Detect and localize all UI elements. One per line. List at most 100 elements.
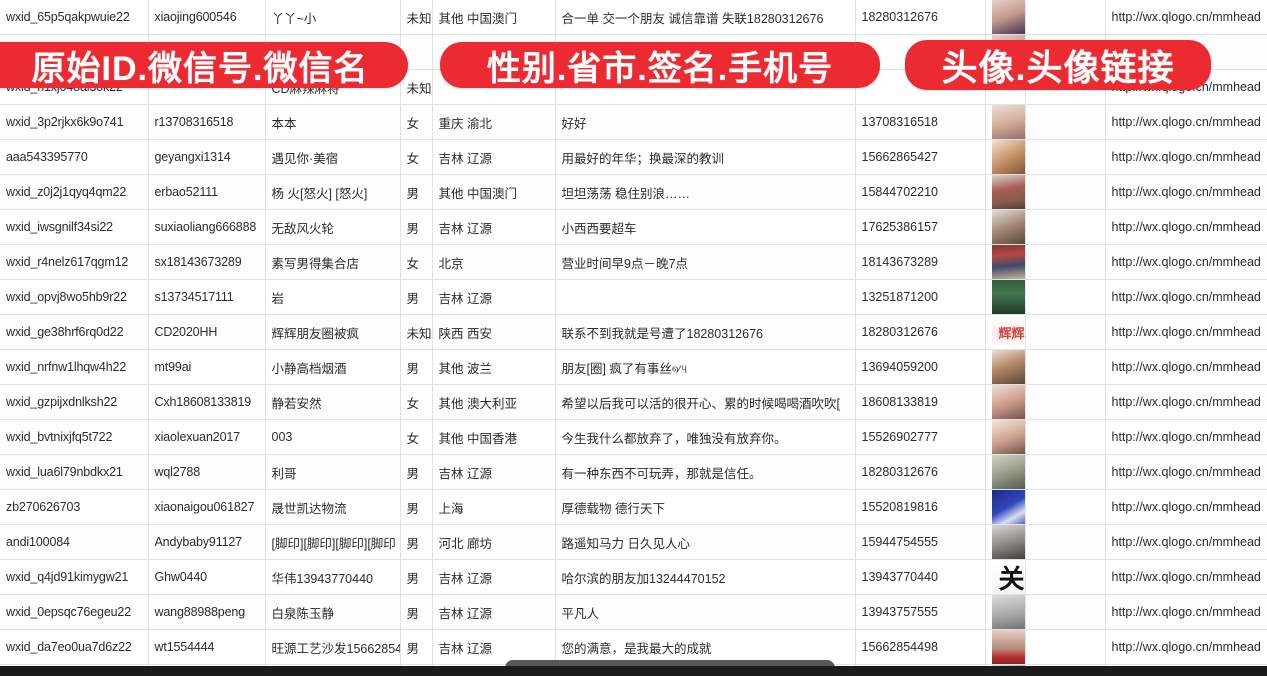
cell-phone[interactable]: 18280312676 xyxy=(855,0,986,35)
cell-wechat-id[interactable]: wt1554444 xyxy=(148,629,266,665)
cell-phone[interactable]: 15944754555 xyxy=(855,524,986,560)
cell-original-id[interactable]: zb270626703 xyxy=(0,489,149,525)
table-row[interactable]: wxid_lua6l79nbdkx21 wql2788 利哥男吉林 辽源 有一种东西不… xyxy=(0,454,1267,490)
cell-wechat-id[interactable]: wql2788 xyxy=(148,454,266,490)
cell-avatar[interactable] xyxy=(985,594,1026,630)
cell-original-id[interactable]: wxid_bvtnixjfq5t722 xyxy=(0,419,149,455)
cell-signature[interactable]: 联系不到我就是号遭了18280312676 xyxy=(555,314,856,350)
cell-phone[interactable]: 18608133819 xyxy=(855,384,986,420)
cell-phone[interactable]: 18143673289 xyxy=(855,244,986,280)
cell-original-id[interactable]: aaa543395770 xyxy=(0,139,149,175)
cell-wechat-id[interactable]: mt99ai xyxy=(148,349,266,385)
cell-original-id[interactable]: wxid_z0j2j1qyq4qm22 xyxy=(0,174,149,210)
cell-avatar[interactable] xyxy=(985,489,1026,525)
cell-avatar[interactable]: 关 xyxy=(985,559,1026,595)
cell-avatar-url[interactable]: http://wx.qlogo.cn/mmhead xyxy=(1105,174,1267,210)
cell-phone[interactable]: 15662865427 xyxy=(855,139,986,175)
cell-region[interactable]: 吉林 辽源 xyxy=(432,279,556,315)
cell-avatar[interactable] xyxy=(985,139,1026,175)
cell-gender[interactable]: 男 xyxy=(400,209,433,245)
cell-avatar-url[interactable]: http://wx.qlogo.cn/mmhead xyxy=(1105,139,1267,175)
cell-region[interactable]: 吉林 辽源 xyxy=(432,139,556,175)
cell-phone[interactable]: 18280312676 xyxy=(855,454,986,490)
cell-gender[interactable]: 女 xyxy=(400,244,433,280)
table-row[interactable]: andi100084 Andybaby91127 [脚印][脚印][脚印][脚印男河… xyxy=(0,524,1267,560)
table-row[interactable]: wxid_0epsqc76egeu22 wang88988peng 白泉陈玉静男吉林… xyxy=(0,594,1267,630)
table-row[interactable]: wxid_q4jd91kimygw21 Ghw0440 华伟13943770440 男… xyxy=(0,559,1267,595)
cell-region[interactable]: 河北 廊坊 xyxy=(432,524,556,560)
cell-signature[interactable] xyxy=(555,279,856,315)
cell-wechat-name[interactable]: 晟世凯达物流 xyxy=(265,489,401,525)
table-row[interactable]: wxid_iwsgnilf34si22 suxiaoliang666888 无敌风火… xyxy=(0,209,1267,245)
cell-avatar[interactable]: 辉辉 xyxy=(985,314,1026,350)
cell-signature[interactable]: 好好 xyxy=(555,104,856,140)
cell-gender[interactable]: 未知 xyxy=(400,0,433,35)
table-row[interactable]: zb270626703 xiaonaigou061827 晟世凯达物流男上海 厚德载物… xyxy=(0,489,1267,525)
cell-signature[interactable]: 平凡人 xyxy=(555,594,856,630)
cell-avatar[interactable] xyxy=(985,244,1026,280)
cell-avatar-url[interactable]: http://wx.qlogo.cn/mmhead xyxy=(1105,314,1267,350)
table-row[interactable]: wxid_ge38hrf6rq0d22 CD2020HH 辉辉朋友圈被疯 未知 陕西 西… xyxy=(0,314,1267,350)
cell-phone[interactable]: 15520819816 xyxy=(855,489,986,525)
cell-avatar-url[interactable]: http://wx.qlogo.cn/mmhead xyxy=(1105,209,1267,245)
cell-wechat-id[interactable]: suxiaoliang666888 xyxy=(148,209,266,245)
cell-wechat-name[interactable]: 旺源工艺沙发15662854 xyxy=(265,629,401,665)
cell-avatar[interactable] xyxy=(985,0,1026,35)
cell-wechat-id[interactable]: CD2020HH xyxy=(148,314,266,350)
cell-avatar[interactable] xyxy=(985,209,1026,245)
cell-avatar-url[interactable]: http://wx.qlogo.cn/mmhead xyxy=(1105,279,1267,315)
cell-wechat-id[interactable]: Andybaby91127 xyxy=(148,524,266,560)
cell-region[interactable]: 吉林 辽源 xyxy=(432,629,556,665)
cell-wechat-id[interactable]: xiaonaigou061827 xyxy=(148,489,266,525)
cell-region[interactable]: 吉林 辽源 xyxy=(432,454,556,490)
cell-gender[interactable]: 男 xyxy=(400,489,433,525)
cell-wechat-name[interactable]: 本本 xyxy=(265,104,401,140)
cell-phone[interactable]: 13943770440 xyxy=(855,559,986,595)
cell-signature[interactable]: 朋友[圈] 疯了有事丝୶୳ xyxy=(555,349,856,385)
cell-region[interactable]: 其他 澳大利亚 xyxy=(432,384,556,420)
cell-wechat-name[interactable]: [脚印][脚印][脚印][脚印 xyxy=(265,524,401,560)
cell-wechat-id[interactable]: xiaojing600546 xyxy=(148,0,266,35)
cell-avatar[interactable] xyxy=(985,104,1026,140)
cell-original-id[interactable]: andi100084 xyxy=(0,524,149,560)
table-row[interactable]: wxid_opvj8wo5hb9r22 s13734517111 岩男吉林 辽源 13… xyxy=(0,279,1267,315)
cell-gender[interactable]: 未知 xyxy=(400,314,433,350)
cell-wechat-name[interactable]: 杨 火[怒火] [怒火] xyxy=(265,174,401,210)
cell-gender[interactable]: 女 xyxy=(400,104,433,140)
cell-avatar[interactable] xyxy=(985,524,1026,560)
cell-original-id[interactable]: wxid_lua6l79nbdkx21 xyxy=(0,454,149,490)
cell-signature[interactable]: 坦坦荡荡 稳住别浪…… xyxy=(555,174,856,210)
cell-wechat-id[interactable]: xiaolexuan2017 xyxy=(148,419,266,455)
cell-gender[interactable]: 男 xyxy=(400,174,433,210)
cell-wechat-id[interactable]: Ghw0440 xyxy=(148,559,266,595)
cell-original-id[interactable]: wxid_3p2rjkx6k9o741 xyxy=(0,104,149,140)
cell-signature[interactable]: 今生我什么都放弃了，唯独没有放弃你。 xyxy=(555,419,856,455)
cell-wechat-id[interactable]: geyangxi1314 xyxy=(148,139,266,175)
cell-gender[interactable]: 女 xyxy=(400,384,433,420)
table-row[interactable]: wxid_z0j2j1qyq4qm22 erbao52111 杨 火[怒火] [怒火… xyxy=(0,174,1267,210)
cell-region[interactable]: 吉林 辽源 xyxy=(432,559,556,595)
cell-wechat-name[interactable]: 003 xyxy=(265,419,401,455)
cell-avatar[interactable] xyxy=(985,349,1026,385)
table-row[interactable]: wxid_da7eo0ua7d6z22 wt1554444 旺源工艺沙发156628… xyxy=(0,629,1267,665)
cell-signature[interactable]: 营业时间早9点－晚7点 xyxy=(555,244,856,280)
cell-original-id[interactable]: wxid_q4jd91kimygw21 xyxy=(0,559,149,595)
cell-wechat-id[interactable]: r13708316518 xyxy=(148,104,266,140)
cell-original-id[interactable]: wxid_65p5qakpwuie22 xyxy=(0,0,149,35)
cell-avatar[interactable] xyxy=(985,174,1026,210)
cell-gender[interactable]: 男 xyxy=(400,559,433,595)
cell-avatar-url[interactable]: http://wx.qlogo.cn/mmhead xyxy=(1105,0,1267,35)
cell-phone[interactable]: 15526902777 xyxy=(855,419,986,455)
table-row[interactable]: aaa543395770 geyangxi1314 遇见你·美宿女吉林 辽源 用最好的… xyxy=(0,139,1267,175)
cell-gender[interactable]: 男 xyxy=(400,454,433,490)
cell-wechat-name[interactable]: 丫丫~小 xyxy=(265,0,401,35)
cell-avatar-url[interactable]: http://wx.qlogo.cn/mmhead xyxy=(1105,559,1267,595)
cell-original-id[interactable]: wxid_da7eo0ua7d6z22 xyxy=(0,629,149,665)
cell-gender[interactable]: 女 xyxy=(400,419,433,455)
cell-region[interactable]: 其他 中国香港 xyxy=(432,419,556,455)
cell-avatar-url[interactable]: http://wx.qlogo.cn/mmhead xyxy=(1105,629,1267,665)
table-row[interactable]: wxid_r4nelz617qgm12 sx18143673289 素写男得集合店女… xyxy=(0,244,1267,280)
cell-avatar-url[interactable]: http://wx.qlogo.cn/mmhead xyxy=(1105,454,1267,490)
cell-wechat-name[interactable]: 辉辉朋友圈被疯 xyxy=(265,314,401,350)
